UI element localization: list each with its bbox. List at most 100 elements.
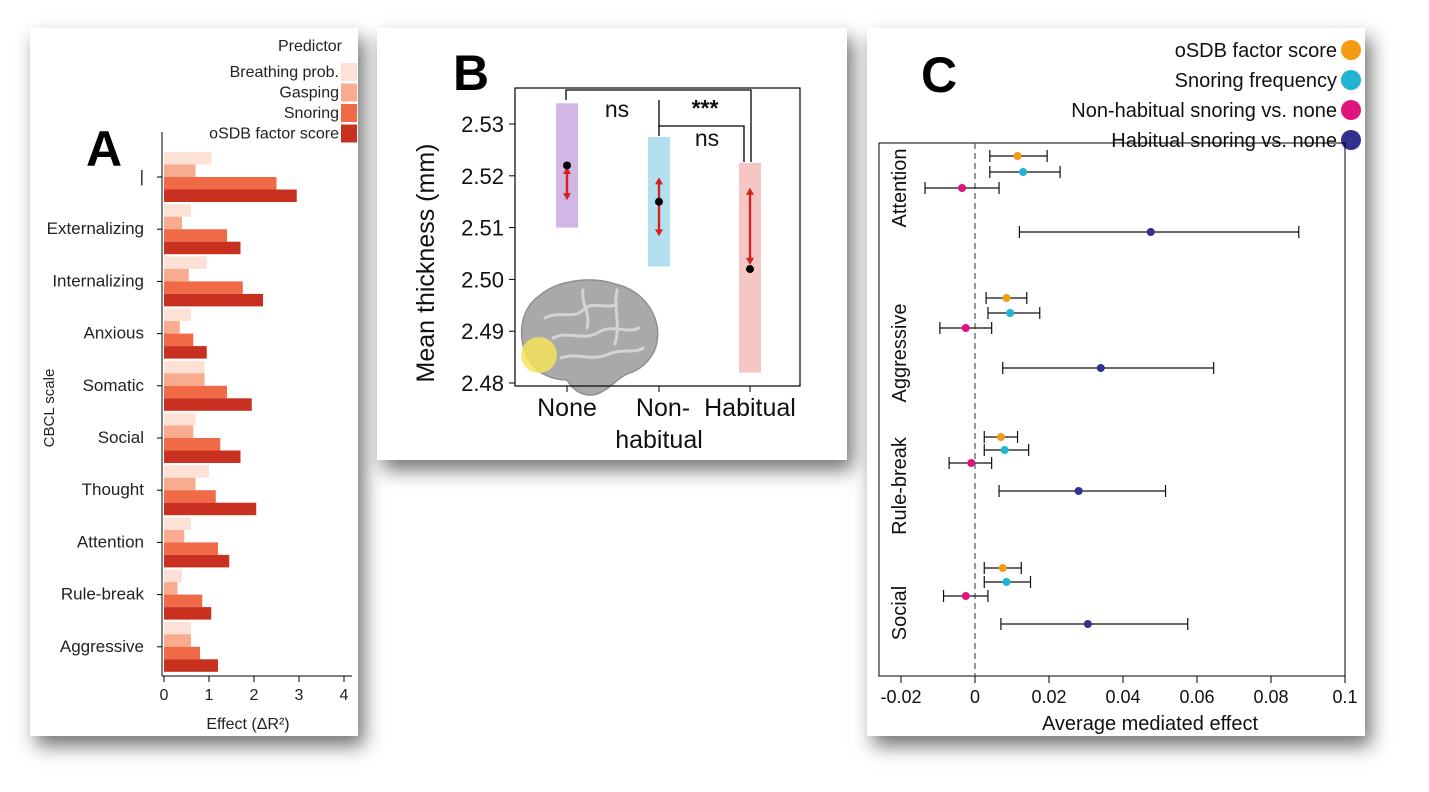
xtick-label-a-2: 2: [250, 687, 259, 704]
mean-point-habitual: [746, 265, 754, 274]
arrow-head-up-none: [563, 167, 571, 175]
xtick-label-c-0-1: 0.1: [1332, 687, 1357, 707]
ytick-label-b-2-48: 2.48: [461, 371, 504, 396]
bar-thought-snoring: [164, 490, 216, 503]
group-label-aggressive: Aggressive: [889, 304, 911, 403]
arrow-head-down-non-habitual: [655, 229, 663, 237]
xtick-label-b-habitual: Habitual: [704, 394, 796, 422]
category-label-item: |: [140, 167, 144, 186]
xtick-label-c-0: 0: [970, 687, 980, 707]
legend-a-label-osdb-factor-score: oSDB factor score: [209, 126, 339, 143]
category-label-externalizing: Externalizing: [47, 219, 144, 238]
point-rule-break-snoring-frequency: [1000, 446, 1009, 454]
category-label-rule-break: Rule-break: [61, 585, 145, 604]
legend-a-swatch-osdb-factor-score: [341, 124, 357, 143]
group-label-attention: Attention: [889, 149, 911, 228]
point-social-habitual-snoring-vs-none: [1083, 620, 1092, 628]
bar-aggressive-osdb-factor-score: [164, 659, 218, 672]
bar-rule-break-osdb-factor-score: [164, 607, 212, 620]
legend-c-label-snoring-frequency: Snoring frequency: [1175, 70, 1337, 92]
bar-anxious-snoring: [164, 333, 194, 347]
sig-label-none-habitual: ***: [692, 95, 719, 121]
legend-a-swatch-gasping: [341, 83, 357, 102]
xlabel-c: Average mediated effect: [1042, 713, 1259, 735]
panel-b: B Mean thickness (mm) 2.48 2.49 2.50 2.51 2.…: [377, 28, 847, 460]
bar-attention-snoring: [164, 542, 218, 555]
legend-c-dot-non-habitual-snoring-vs-none: [1341, 100, 1361, 120]
legend-c: oSDB factor score Snoring frequency Non-ha…: [1071, 40, 1361, 152]
bar-rule-break-gasping: [164, 582, 178, 595]
point-aggressive-habitual-snoring-vs-none: [1096, 364, 1105, 372]
category-label-aggressive: Aggressive: [60, 637, 144, 656]
bar-aggressive-gasping: [164, 634, 191, 647]
bar-externalizing-osdb-factor-score: [164, 241, 241, 255]
axes-c: -0.02 0 0.02 0.04 0.06 0.08 0.1: [878, 142, 1358, 707]
point-attention-snoring-frequency: [1019, 168, 1028, 176]
bar-attention-breathing-prob: [164, 517, 191, 530]
bar-thought-gasping: [164, 477, 196, 491]
chart-a: A Predictor Breathing prob. Gasping Snorin…: [41, 38, 357, 733]
ylabel-b: Mean thickness (mm): [412, 144, 440, 383]
xtick-label-b-habitual: habitual: [615, 426, 703, 454]
group-label-social: Social: [889, 586, 911, 640]
legend-a-label-breathing-prob: Breathing prob.: [230, 64, 339, 81]
bar-thought-breathing-prob: [164, 465, 209, 478]
xtick-label-c-0-02: 0.02: [1031, 687, 1066, 707]
bar-somatic-breathing-prob: [164, 360, 205, 374]
ytick-label-b-2-52: 2.52: [461, 164, 504, 189]
panel-a-letter: A: [86, 121, 122, 177]
bar-anxious-gasping: [164, 321, 180, 334]
point-social-snoring-frequency: [1002, 578, 1011, 586]
bar-rule-break-snoring: [164, 594, 203, 608]
bar-social-snoring: [164, 438, 221, 451]
bar-thought-osdb-factor-score: [164, 502, 257, 516]
arrow-head-up-habitual: [746, 187, 754, 195]
point-rule-break-non-habitual-snoring-vs-none: [967, 459, 976, 467]
bars-a: [164, 152, 297, 672]
point-social-non-habitual-snoring-vs-none: [961, 592, 970, 600]
panel-c-letter: C: [921, 47, 957, 103]
xtick-label-b-non: Non-: [636, 394, 690, 422]
bar-internalizing-breathing-prob: [164, 256, 207, 269]
legend-a-swatch-breathing-prob: [341, 63, 357, 81]
chart-c: C oSDB factor score Snoring frequency Non-…: [878, 40, 1361, 735]
xtick-label-a-0: 0: [160, 687, 169, 704]
sig-label-nonhabitual-habitual: ns: [695, 125, 719, 151]
brackets-b: ns *** ns: [565, 89, 752, 162]
bar-rule-break-breathing-prob: [164, 569, 182, 583]
xtick-label-b-none: None: [537, 394, 597, 422]
point-aggressive-non-habitual-snoring-vs-none: [961, 324, 970, 332]
legend-c-dot-habitual-snoring-vs-none: [1341, 130, 1361, 150]
bar-externalizing-breathing-prob: [164, 204, 191, 217]
category-label-internalizing: Internalizing: [52, 271, 144, 290]
legend-c-label-habitual-snoring-vs-none: Habitual snoring vs. none: [1111, 130, 1337, 152]
point-rule-break-osdb-factor-score: [996, 433, 1005, 441]
bar-social-breathing-prob: [164, 413, 196, 426]
panel-c: C oSDB factor score Snoring frequency Non-…: [867, 28, 1365, 736]
category-label-attention: Attention: [77, 532, 144, 551]
point-attention-non-habitual-snoring-vs-none: [958, 184, 967, 192]
ytick-label-b-2-53: 2.53: [461, 112, 504, 137]
group-label-rule-break: Rule-break: [889, 436, 911, 535]
bar-item-snoring: [164, 177, 277, 190]
xtick-label-c-0-06: 0.06: [1179, 687, 1214, 707]
ytick-label-b-2-51: 2.51: [461, 216, 504, 241]
legend-a-title: Predictor: [278, 38, 343, 55]
legend-a: Predictor Breathing prob. Gasping Snoring o…: [209, 38, 357, 143]
legend-c-label-non-habitual-snoring-vs-none: Non-habitual snoring vs. none: [1071, 100, 1337, 122]
bar-internalizing-snoring: [164, 281, 243, 294]
points-c: [924, 150, 1300, 630]
point-aggressive-osdb-factor-score: [1002, 294, 1011, 302]
point-aggressive-snoring-frequency: [1006, 309, 1015, 317]
mean-point-non-habitual: [655, 197, 663, 206]
arrow-head-down-none: [563, 193, 571, 201]
arrow-head-down-habitual: [746, 257, 754, 265]
point-attention-habitual-snoring-vs-none: [1146, 228, 1155, 236]
brain-illustration: [520, 279, 659, 396]
legend-a-swatch-snoring: [341, 104, 357, 122]
axes-a: 0 1 2 3 4: [157, 132, 352, 704]
xtick-label-a-4: 4: [340, 687, 349, 704]
category-label-somatic: Somatic: [83, 376, 145, 395]
bar-item-gasping: [164, 164, 196, 177]
ytick-label-b-2-50: 2.50: [461, 267, 504, 292]
